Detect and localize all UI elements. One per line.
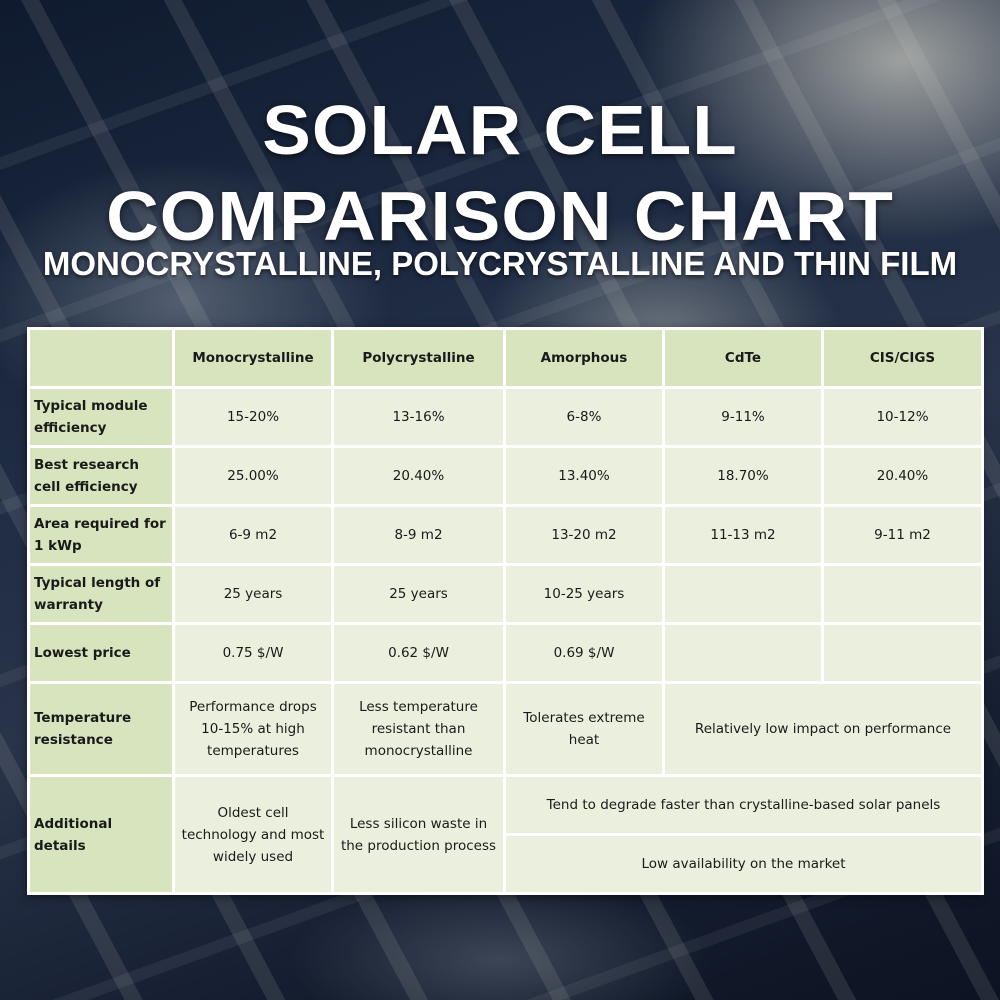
table-cell: Oldest cell technology and most widely u… xyxy=(172,774,334,895)
table-cell: 6-8% xyxy=(503,386,665,448)
row-label: Additional details xyxy=(27,774,175,895)
table-cell-merged: Tend to degrade faster than crystalline-… xyxy=(503,774,984,836)
row-label: Best research cell efficiency xyxy=(27,445,175,507)
page-subtitle: MONOCRYSTALLINE, POLYCRYSTALLINE AND THI… xyxy=(42,245,958,282)
table-cell-empty xyxy=(662,622,824,684)
row-label: Temperature resistance xyxy=(27,681,175,777)
table-cell-empty xyxy=(821,622,984,684)
column-header-monocrystalline: Monocrystalline xyxy=(172,327,334,389)
table-cell: 25.00% xyxy=(172,445,334,507)
table-row-additional-1: Additional details Oldest cell technolog… xyxy=(27,774,984,895)
table-cell: 11-13 m2 xyxy=(662,504,824,566)
table-cell: 13-20 m2 xyxy=(503,504,665,566)
table-cell-empty xyxy=(662,563,824,625)
table-cell-merged: Relatively low impact on performance xyxy=(662,681,984,777)
row-label: Lowest price xyxy=(27,622,175,684)
row-label: Typical length of warranty xyxy=(27,563,175,625)
table-cell: 25 years xyxy=(331,563,506,625)
column-header-amorphous: Amorphous xyxy=(503,327,665,389)
comparison-table-container: Monocrystalline Polycrystalline Amorphou… xyxy=(27,327,984,895)
comparison-table: Monocrystalline Polycrystalline Amorphou… xyxy=(27,327,984,895)
table-cell: 10-12% xyxy=(821,386,984,448)
row-label: Area required for 1 kWp xyxy=(27,504,175,566)
table-cell: 13-16% xyxy=(331,386,506,448)
column-header-polycrystalline: Polycrystalline xyxy=(331,327,506,389)
column-header-cis-cigs: CIS/CIGS xyxy=(821,327,984,389)
page-title-line2: COMPARISON CHART xyxy=(106,177,894,255)
table-row-additional-2: Low availability on the market xyxy=(29,833,984,895)
column-header-empty xyxy=(27,327,175,389)
table-row-temperature: Temperature resistance Performance drops… xyxy=(27,681,984,777)
table-row-research-efficiency: Best research cell efficiency 25.00% 20.… xyxy=(27,445,984,507)
table-cell: 13.40% xyxy=(503,445,665,507)
page-title-line1: SOLAR CELL xyxy=(262,91,738,169)
table-cell: 6-9 m2 xyxy=(172,504,334,566)
table-row-area: Area required for 1 kWp 6-9 m2 8-9 m2 13… xyxy=(27,504,984,566)
table-cell: 25 years xyxy=(172,563,334,625)
table-row-price: Lowest price 0.75 $/W 0.62 $/W 0.69 $/W xyxy=(27,622,984,684)
column-header-cdte: CdTe xyxy=(662,327,824,389)
table-cell: 8-9 m2 xyxy=(331,504,506,566)
table-cell: 9-11 m2 xyxy=(821,504,984,566)
table-cell: 0.75 $/W xyxy=(172,622,334,684)
table-row-efficiency: Typical module efficiency 15-20% 13-16% … xyxy=(27,386,984,448)
table-cell: 0.69 $/W xyxy=(503,622,665,684)
table-cell: Less silicon waste in the production pro… xyxy=(331,774,506,895)
table-cell: 20.40% xyxy=(331,445,506,507)
table-cell: 15-20% xyxy=(172,386,334,448)
table-cell: Less temperature resistant than monocrys… xyxy=(331,681,506,777)
row-label: Typical module efficiency xyxy=(27,386,175,448)
table-cell-merged: Low availability on the market xyxy=(503,833,984,895)
table-cell: 9-11% xyxy=(662,386,824,448)
table-header-row: Monocrystalline Polycrystalline Amorphou… xyxy=(27,327,984,389)
table-cell: 20.40% xyxy=(821,445,984,507)
table-cell: 18.70% xyxy=(662,445,824,507)
table-cell: Performance drops 10-15% at high tempera… xyxy=(172,681,334,777)
table-row-warranty: Typical length of warranty 25 years 25 y… xyxy=(27,563,984,625)
table-cell: Tolerates extreme heat xyxy=(503,681,665,777)
table-cell: 10-25 years xyxy=(503,563,665,625)
table-cell: 0.62 $/W xyxy=(331,622,506,684)
table-cell-empty xyxy=(821,563,984,625)
